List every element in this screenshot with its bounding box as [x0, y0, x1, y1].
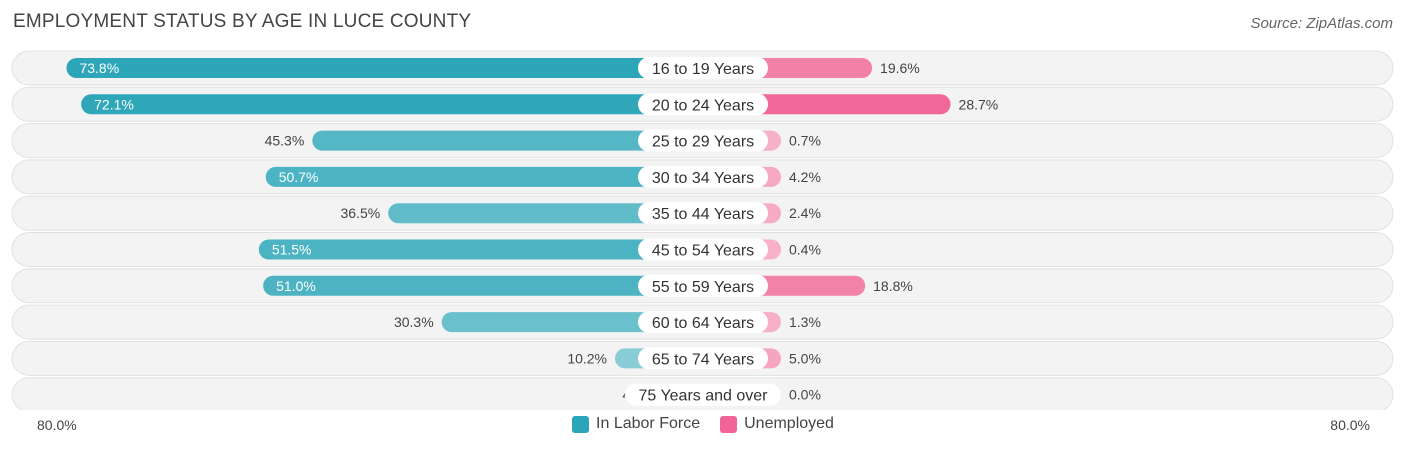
bar-labor-force: [388, 203, 703, 224]
category-pill: [638, 274, 768, 297]
label-unemployed: 28.7%: [959, 96, 999, 112]
label-unemployed: 0.0%: [789, 387, 821, 403]
bar-labor-force: [258, 239, 703, 260]
legend-label-labor-force: In Labor Force: [596, 415, 701, 432]
category-label: 65 to 74 Years: [652, 351, 754, 368]
legend: In Labor Force Unemployed: [0, 415, 1406, 433]
category-label: 30 to 34 Years: [652, 170, 754, 187]
label-unemployed: 2.4%: [789, 205, 821, 221]
label-unemployed: 0.4%: [789, 242, 821, 258]
label-labor-force: 45.3%: [265, 133, 305, 149]
bar-labor-force: [265, 166, 703, 187]
label-labor-force: 36.5%: [340, 205, 380, 221]
employment-chart: 73.8% 19.6% 16 to 19 Years 72.1% 28.7% 20 to …: [11, 50, 1394, 410]
category-label: 35 to 44 Years: [652, 206, 754, 223]
label-unemployed: 5.0%: [789, 350, 821, 366]
category-pill: [638, 311, 768, 334]
category-pill: [638, 202, 768, 225]
label-labor-force: 72.1%: [94, 96, 134, 112]
category-label: 16 to 19 Years: [652, 61, 754, 78]
label-labor-force: 51.0%: [276, 278, 316, 294]
category-pill: [638, 165, 768, 188]
bar-labor-force: [263, 275, 703, 296]
legend-swatch-unemployed: [720, 415, 738, 433]
category-pill: [625, 383, 781, 406]
label-unemployed: 1.3%: [789, 314, 821, 330]
bar-labor-force: [66, 58, 704, 78]
label-labor-force: 30.3%: [394, 314, 434, 330]
axis-right-label: 80.0%: [1330, 417, 1370, 433]
category-pill: [638, 129, 768, 152]
chart-title: EMPLOYMENT STATUS BY AGE IN LUCE COUNTY: [13, 11, 472, 32]
bar-labor-force: [312, 130, 703, 151]
legend-item-unemployed[interactable]: Unemployed: [720, 415, 834, 433]
label-labor-force: 10.2%: [567, 350, 607, 366]
label-labor-force: 50.7%: [279, 169, 319, 185]
source-label: Source: ZipAtlas.com: [1250, 15, 1393, 32]
category-label: 60 to 64 Years: [652, 315, 754, 332]
legend-item-labor-force[interactable]: In Labor Force: [572, 415, 700, 433]
bar-labor-force: [441, 312, 703, 333]
label-unemployed: 4.2%: [789, 169, 821, 185]
category-label: 25 to 29 Years: [652, 134, 754, 151]
category-label: 55 to 59 Years: [652, 279, 754, 296]
category-label: 45 to 54 Years: [652, 243, 754, 260]
category-pill: [638, 93, 768, 116]
label-unemployed: 18.8%: [873, 278, 913, 294]
category-label: 75 Years and over: [639, 388, 769, 405]
label-unemployed: 0.7%: [789, 133, 821, 149]
category-pill: [638, 347, 768, 370]
category-pill: [638, 238, 768, 261]
label-labor-force: 51.5%: [272, 242, 312, 258]
legend-label-unemployed: Unemployed: [744, 415, 834, 432]
label-unemployed: 19.6%: [880, 60, 920, 76]
axis-left-label: 80.0%: [37, 417, 77, 433]
legend-swatch-labor-force: [572, 415, 590, 433]
bar-labor-force: [81, 94, 703, 115]
category-pill: [638, 57, 768, 79]
category-label: 20 to 24 Years: [652, 97, 754, 114]
label-labor-force: 73.8%: [79, 60, 119, 76]
